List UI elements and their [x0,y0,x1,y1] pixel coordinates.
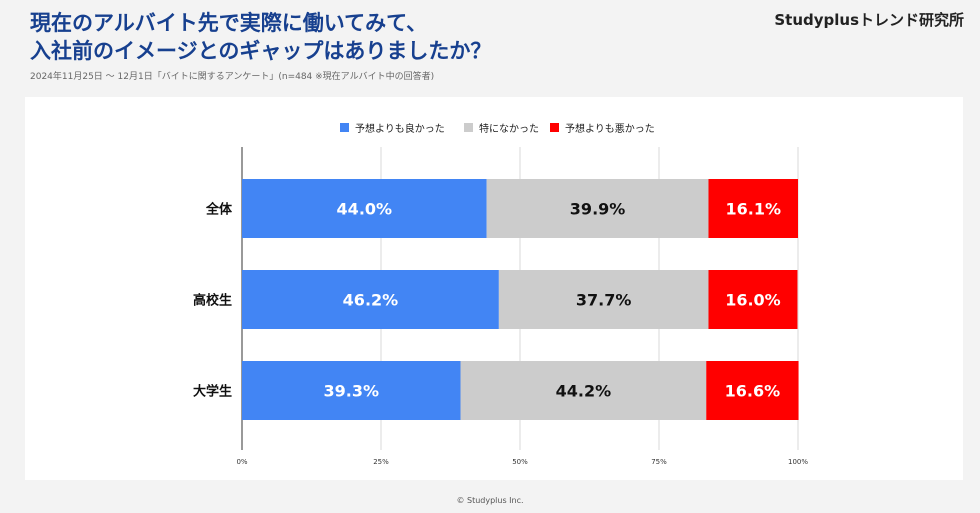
category-label: 全体 [205,202,233,218]
bar-segment [242,361,461,420]
chart-panel: 予想よりも良かった 特になかった 予想よりも悪かった 44.0% 39.9% 16.1%… [25,97,963,480]
title-line-1: 現在のアルバイト先で実際に働いてみて、 [30,11,428,35]
chart-bars: 44.0% 39.9% 16.1% 46.2% 37.7% 16.0% 39.3% 44.2%… [242,179,799,420]
legend-label: 予想よりも悪かった [565,122,655,135]
bar-segment [498,270,709,329]
title-line-2: 入社前のイメージとのギャップはありましたか？ [30,39,492,63]
chart-x-tick-labels: 0% 25% 50% 75% 100% [236,458,808,466]
category-label: 大学生 [193,384,232,400]
legend-label: 予想よりも良かった [355,122,445,135]
legend-swatch [464,123,473,132]
data-label: 44.0% [337,200,393,219]
data-label: 44.2% [556,382,612,401]
bar-segment [242,179,487,238]
x-tick-label: 25% [373,458,389,466]
x-tick-label: 50% [512,458,528,466]
bar-segment [460,361,707,420]
page-title: 現在のアルバイト先で実際に働いてみて、 入社前のイメージとのギャップはありました… [30,9,491,65]
x-tick-label: 100% [788,458,808,466]
x-tick-label: 0% [236,458,247,466]
bar-segment [708,270,798,329]
x-tick-label: 75% [651,458,667,466]
chart-legend: 予想よりも良かった 特になかった 予想よりも悪かった [340,122,655,135]
data-label: 39.3% [323,382,379,401]
data-label: 37.7% [576,291,632,310]
data-label: 46.2% [343,291,399,310]
bar-segment [706,361,799,420]
data-label: 16.1% [725,200,781,219]
data-label: 16.0% [725,291,781,310]
copyright: © Studyplus Inc. [456,496,524,505]
bar-segment [242,270,499,329]
legend-label: 特になかった [479,123,539,135]
bar-segment [486,179,709,238]
legend-swatch [340,123,349,132]
brand-logo: Studyplusトレンド研究所 [774,11,964,29]
data-label: 39.9% [570,200,626,219]
stacked-bar-chart: 予想よりも良かった 特になかった 予想よりも悪かった 44.0% 39.9% 16.1%… [193,122,808,466]
survey-subtitle: 2024年11月25日 〜 12月1日「バイトに関するアンケート」(n=484 … [30,72,435,82]
bar-segment [708,179,798,238]
category-label: 高校生 [193,293,232,309]
legend-swatch [550,123,559,132]
data-label: 16.6% [725,382,781,401]
